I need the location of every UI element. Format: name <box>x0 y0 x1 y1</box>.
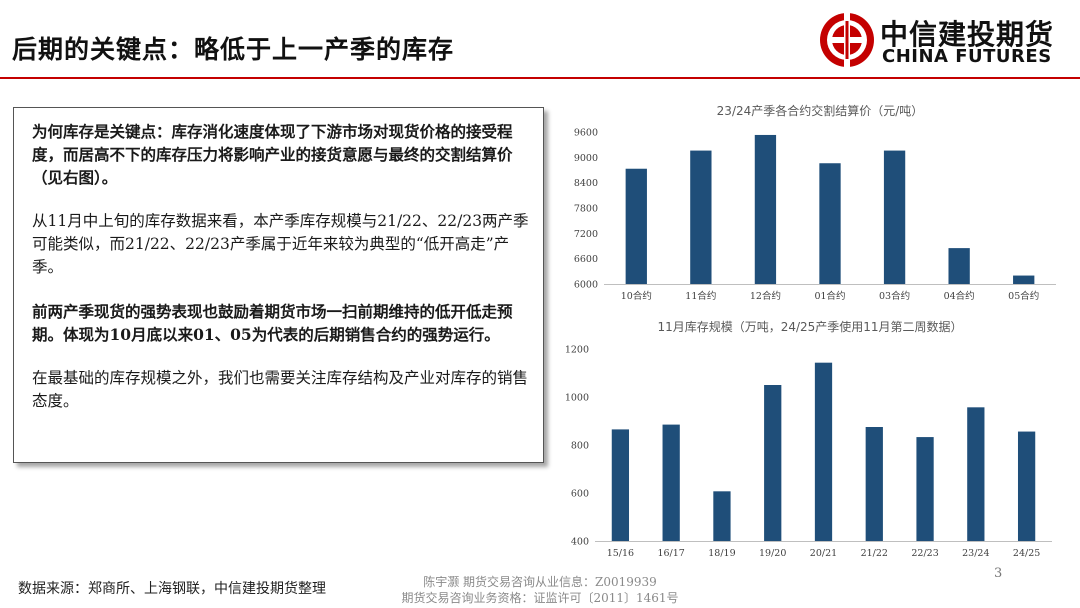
y-tick-label: 7200 <box>574 229 598 240</box>
key-points-textbox: 为何库存是关键点：库存消化速度体现了下游市场对现货价格的接受程度，而居高不下的库… <box>13 107 544 463</box>
analyst-certification: 陈宇灏 期货交易咨询从业信息：Z0019939 期货交易咨询业务资格：证监许可〔… <box>395 574 685 606</box>
bar <box>865 427 883 541</box>
y-tick-label: 1000 <box>565 393 589 404</box>
x-tick-label: 03合约 <box>879 290 910 302</box>
x-tick-label: 22/23 <box>911 548 938 559</box>
chart-title: 23/24产季各合约交割结算价（元/吨） <box>717 103 924 118</box>
paragraph-inventory-structure: 在最基础的库存规模之外，我们也需要关注库存结构及产业对库存的销售态度。 <box>32 369 529 410</box>
bar <box>611 429 630 541</box>
citic-logo-icon <box>820 13 874 67</box>
y-tick-label: 7800 <box>574 204 598 215</box>
x-tick-label: 05合约 <box>1008 290 1039 302</box>
y-tick-label: 800 <box>571 441 589 452</box>
bar <box>662 424 680 541</box>
x-tick-label: 21/22 <box>861 548 888 559</box>
bar <box>819 163 841 284</box>
chart-title: 11月库存规模（万吨，24/25产季使用11月第二周数据） <box>657 319 962 334</box>
bar <box>948 248 970 284</box>
inventory-chart: 11月库存规模（万吨，24/25产季使用11月第二周数据） 400 600 800 10… <box>565 319 1052 559</box>
company-logo: 中信建投期货 CHINA FUTURES <box>818 10 1068 70</box>
y-tick-label: 9000 <box>574 153 598 164</box>
x-tick-label: 16/17 <box>657 548 684 559</box>
y-tick-label: 6000 <box>574 280 598 291</box>
y-tick-label: 400 <box>571 537 589 548</box>
license-info: 期货交易咨询业务资格：证监许可〔2011〕1461号 <box>401 591 679 605</box>
data-source: 数据来源：郑商所、上海钢联，中信建投期货整理 <box>18 581 326 597</box>
bar <box>814 362 833 541</box>
bar <box>754 134 777 284</box>
paragraph-spot-strength: 前两产季现货的强势表现也鼓励着期货市场一扫前期维持的低开低走预期。体现为10月底… <box>32 302 513 344</box>
x-tick-label: 23/24 <box>962 548 989 559</box>
header-divider <box>0 77 1080 79</box>
x-tick-label: 04合约 <box>944 290 975 302</box>
y-tick-label: 600 <box>571 489 589 500</box>
y-tick-label: 6600 <box>574 254 598 265</box>
bar <box>883 150 906 284</box>
bar <box>764 385 782 541</box>
x-tick-label: 19/20 <box>759 548 786 559</box>
bar <box>713 491 731 541</box>
x-tick-label: 10合约 <box>621 290 652 302</box>
bar <box>690 150 712 284</box>
y-tick-label: 8400 <box>574 178 598 189</box>
bar <box>916 437 934 541</box>
x-tick-label: 24/25 <box>1013 548 1040 559</box>
page-number: 3 <box>994 566 1003 581</box>
x-tick-label: 11合约 <box>685 290 716 302</box>
settlement-price-chart: 23/24产季各合约交割结算价（元/吨） 6000 6600 7200 7800 8400… <box>574 103 1056 302</box>
x-tick-label: 18/19 <box>708 548 735 559</box>
bar <box>625 168 647 284</box>
bar <box>1013 275 1035 284</box>
paragraph-inventory-data: 从11月中上旬的库存数据来看，本产季库存规模与21/22、22/23两产季可能类… <box>32 212 529 276</box>
page-title: 后期的关键点：略低于上一产季的库存 <box>12 35 455 64</box>
x-tick-label: 15/16 <box>607 548 634 559</box>
y-tick-label: 9600 <box>574 128 598 139</box>
logo-chinese-text: 中信建投期货 <box>880 18 1055 51</box>
bar <box>967 407 985 541</box>
bar <box>1017 431 1036 541</box>
x-tick-label: 01合约 <box>814 290 845 302</box>
y-tick-label: 1200 <box>565 345 589 356</box>
x-tick-label: 20/21 <box>810 548 837 559</box>
paragraph-why-inventory: 为何库存是关键点：库存消化速度体现了下游市场对现货价格的接受程度，而居高不下的库… <box>32 122 513 187</box>
logo-english-text: CHINA FUTURES <box>882 46 1052 67</box>
x-tick-label: 12合约 <box>750 290 781 302</box>
analyst-info: 陈宇灏 期货交易咨询从业信息：Z0019939 <box>423 575 657 589</box>
